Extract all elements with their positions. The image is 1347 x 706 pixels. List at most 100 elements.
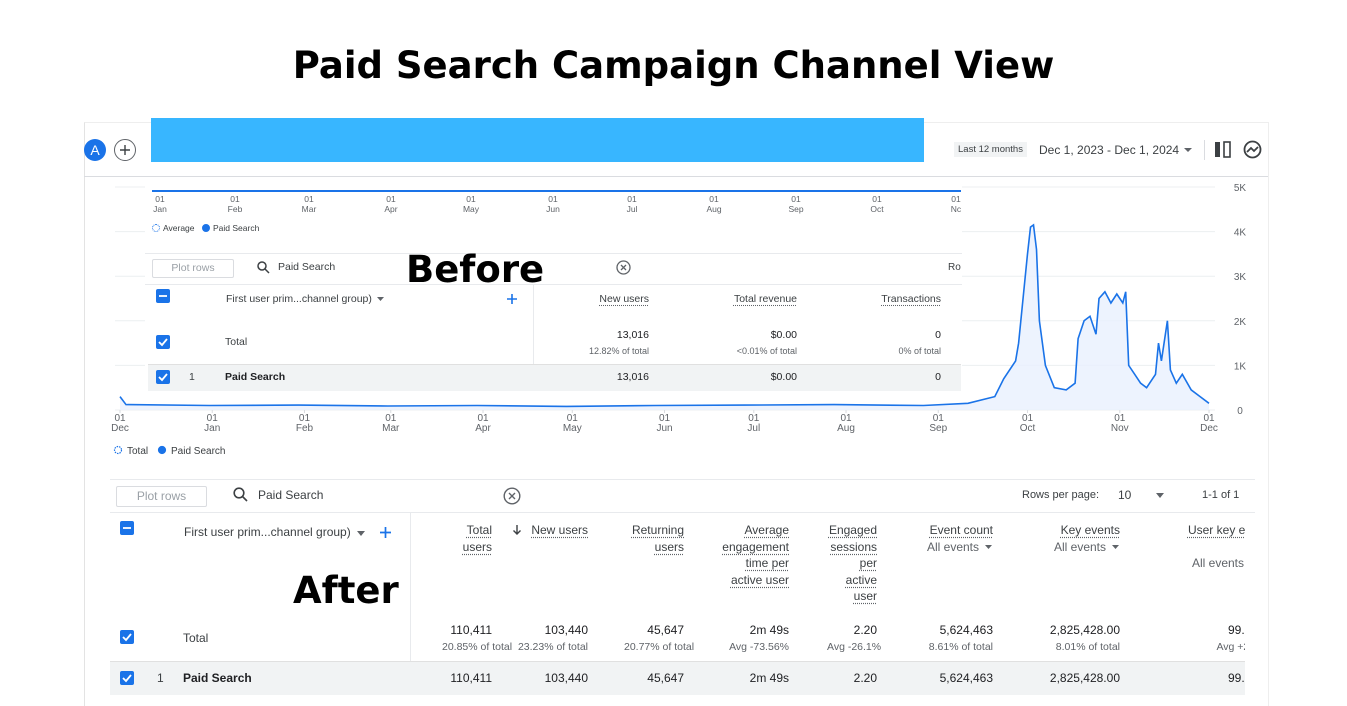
x-tick-day: 01 [1022, 413, 1034, 424]
x-tick-day: 01 [567, 413, 579, 424]
date-range[interactable]: Dec 1, 2023 - Dec 1, 2024 [1039, 143, 1180, 157]
search-icon[interactable] [233, 487, 248, 502]
after-total-value: 45,647 [647, 623, 684, 637]
checkbox[interactable] [120, 671, 134, 685]
before-column-divider [533, 285, 534, 390]
filter-caret[interactable] [1112, 544, 1120, 550]
search-icon[interactable] [257, 261, 270, 274]
before-row-value: $0.00 [770, 371, 797, 383]
checkbox[interactable] [156, 370, 170, 384]
rows-per-page[interactable]: 10 [1118, 488, 1132, 502]
rows-dropdown[interactable] [1155, 492, 1165, 499]
before-total-share: 0% of total [898, 346, 941, 356]
after-row-value: 5,624,463 [939, 671, 993, 685]
after-row-value: 2m 49s [749, 671, 789, 685]
before-dimension[interactable]: First user prim...channel group) [226, 293, 372, 305]
column-name[interactable]: User key eve [1187, 523, 1245, 537]
compare-icon[interactable] [1214, 141, 1232, 158]
before-x-tick-label: Apr [384, 204, 398, 214]
checkbox[interactable] [120, 521, 134, 535]
before-total-value: 0 [935, 329, 941, 341]
x-tick-day: 01 [933, 413, 945, 424]
column-name[interactable]: Total users [462, 523, 492, 554]
column-name[interactable]: Average engagement time per active user [722, 523, 789, 587]
add-comparison[interactable] [113, 138, 137, 162]
y-tick-label: 1K [1234, 361, 1247, 372]
column-filter[interactable]: All events [1030, 539, 1120, 555]
before-legend-label: Paid Search [213, 223, 260, 233]
after-column-divider [410, 513, 411, 695]
data-line [119, 223, 1210, 408]
date-preset[interactable]: Last 12 months [954, 142, 1027, 157]
before-x-tick-day: 01 [951, 194, 961, 204]
x-tick-label: Apr [475, 423, 491, 434]
after-total-value: 110,411 [450, 623, 492, 637]
after-total-share: 20.85% of total [442, 641, 513, 653]
account-avatar[interactable]: A [84, 139, 106, 161]
before-label: Before [406, 248, 545, 291]
column-name[interactable]: Returning users [631, 523, 684, 554]
date-dropdown[interactable] [1183, 146, 1193, 154]
filter-label[interactable]: All events [926, 539, 979, 554]
clear-search[interactable] [503, 487, 521, 505]
after-column-header: Total users [442, 522, 492, 555]
before-x-tick-label: Mar [301, 204, 317, 214]
add-dimension[interactable] [379, 526, 392, 539]
after-column-header: Engaged sessions per active user [827, 522, 877, 605]
legend-label: Paid Search [171, 446, 225, 457]
after-search-text[interactable]: Paid Search [258, 488, 324, 502]
after-divider [110, 479, 1255, 480]
after-total-value: 2m 49s [749, 623, 789, 637]
filter-caret[interactable] [985, 544, 993, 550]
before-x-tick-label: Nc [950, 204, 962, 214]
dimension-dropdown[interactable] [356, 530, 366, 537]
filter-label[interactable]: All events [1053, 539, 1106, 554]
dimension-dropdown[interactable] [376, 296, 385, 302]
after-columns: Total users 110,411 20.85% of total 110,411… [442, 522, 1245, 685]
before-total-label: Total [225, 336, 248, 348]
before-plot-rows[interactable]: Plot rows [152, 259, 234, 278]
before-row-value: 0 [935, 371, 941, 383]
sort-arrow[interactable] [512, 524, 522, 536]
checkbox[interactable] [156, 335, 170, 349]
before-legend-marker [152, 224, 160, 232]
rows-per-page-label: Rows per page: [1022, 489, 1100, 501]
before-x-tick-day: 01 [230, 194, 240, 204]
before-total-share: 12.82% of total [588, 346, 649, 356]
x-tick-label: Jan [204, 423, 220, 434]
checkbox[interactable] [156, 289, 170, 303]
column-filter[interactable]: All events [903, 539, 993, 555]
x-tick-day: 01 [748, 413, 760, 424]
checkbox[interactable] [120, 630, 134, 644]
before-x-tick-day: 01 [709, 194, 719, 204]
before-x-tick-label: Aug [706, 204, 722, 214]
column-filter[interactable]: All events [1168, 555, 1245, 571]
after-total-value: 99.97 [1227, 623, 1245, 637]
toolbar-separator [1204, 140, 1205, 160]
before-header-line [145, 284, 962, 285]
after-total-share: 23.23% of total [517, 641, 588, 653]
filter-label[interactable]: All events [1191, 556, 1244, 570]
column-name[interactable]: Engaged sessions per active user [828, 523, 877, 603]
clear-search[interactable] [616, 260, 631, 275]
column-name[interactable]: Key events [1060, 523, 1120, 537]
column-name[interactable]: Event count [929, 523, 993, 537]
before-search-text[interactable]: Paid Search [278, 261, 336, 273]
x-tick-label: Jun [656, 423, 672, 434]
x-tick-day: 01 [659, 413, 671, 424]
after-row-value: 45,647 [647, 671, 684, 685]
after-row-value: 2.20 [853, 671, 877, 685]
after-total-share: 8.61% of total [928, 641, 993, 653]
after-plot-rows[interactable]: Plot rows [116, 486, 207, 507]
x-tick-label: Mar [382, 423, 400, 434]
insights-icon[interactable] [1243, 140, 1262, 159]
after-dimension[interactable]: First user prim...channel group) [184, 525, 351, 539]
add-dimension[interactable] [506, 293, 518, 305]
column-name[interactable]: New users [531, 523, 588, 537]
x-tick-label: Aug [837, 423, 855, 434]
after-total-share: Avg -73.56% [729, 641, 789, 653]
before-x-tick-label: Oct [870, 204, 884, 214]
before-x-tick-label: Feb [227, 204, 243, 214]
before-divider [145, 253, 962, 254]
